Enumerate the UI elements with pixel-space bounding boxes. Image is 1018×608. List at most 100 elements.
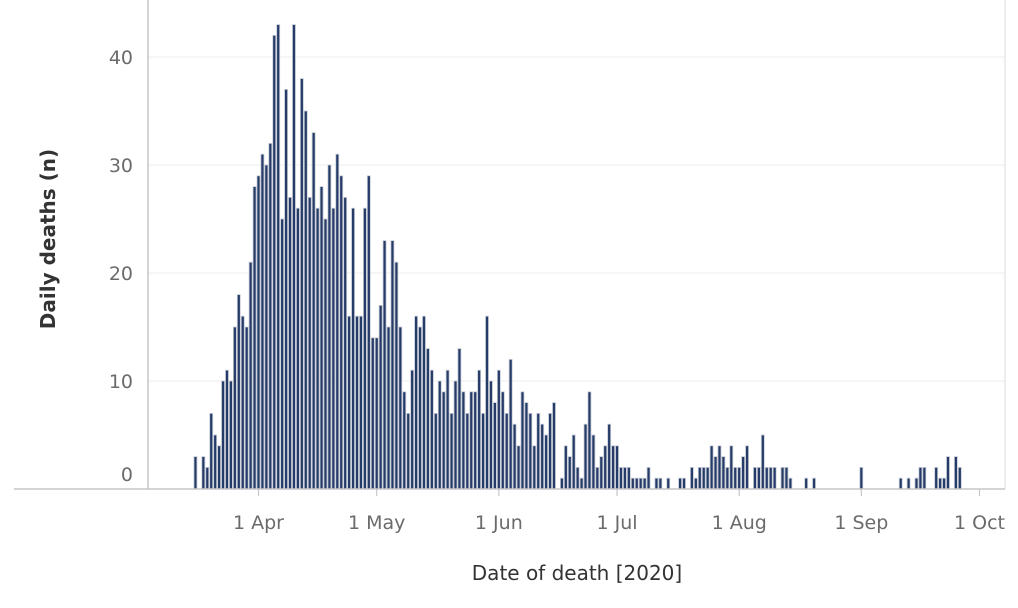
bar [540,423,545,490]
bar [552,402,556,490]
bar [433,412,438,490]
bar [737,466,742,490]
bar [626,466,631,490]
bar [394,261,399,490]
bar [355,315,359,490]
bar [299,78,304,490]
bar [445,369,450,490]
bar [906,477,911,490]
bar [812,477,816,490]
y-tick-label: 10 [109,371,133,393]
bar [946,456,950,490]
bar [485,315,489,490]
bar [292,24,296,490]
x-tick-label: 1 Oct [954,512,1005,534]
bar [492,402,497,490]
bar [284,89,288,490]
bar [544,434,549,490]
bar [697,466,702,490]
bar [426,348,430,490]
bar [264,164,269,490]
bar [295,207,300,490]
bar [280,218,285,490]
bar [528,412,533,490]
bar [256,175,261,490]
bar [682,477,686,490]
bar [957,466,962,490]
bar [693,477,698,490]
x-tick-labels: 1 Apr 1 May 1 Jun 1 Jul 1 Aug 1 Sep 1 Oct [233,489,1005,534]
x-tick-label: 1 Jul [597,512,638,534]
y-tick-label: 0 [121,464,133,486]
bar [914,477,919,490]
bar [252,186,257,490]
bar [638,477,643,490]
bar [406,412,411,490]
bar [461,391,466,490]
bar [729,445,734,490]
bar [768,466,773,490]
bar [370,337,375,490]
bar [678,477,682,490]
bar [386,326,391,490]
x-tick-label: 1 Apr [233,512,284,534]
bar [611,445,615,490]
bar [804,477,809,490]
bar [642,477,647,490]
bar [701,466,706,490]
bar [784,466,789,490]
bar [615,445,619,490]
bar [331,207,336,490]
bar [721,456,726,490]
bar [390,240,395,490]
bar [248,261,253,490]
bar [898,477,903,490]
bar [623,466,627,490]
bar [508,358,513,490]
bar [225,369,229,490]
x-axis-title: Date of death [2020] [472,561,682,585]
bar [359,315,363,490]
bar [473,391,478,490]
bar [378,304,383,490]
bar [725,466,730,490]
bar [741,456,746,490]
bar [520,391,525,490]
bar [780,466,785,490]
bar [449,412,454,490]
bar [410,369,415,490]
bar [603,445,608,490]
bar [599,456,604,490]
bar [347,315,352,490]
bar [335,153,340,490]
bar [382,240,387,490]
y-tick-label: 20 [109,263,133,285]
bar [193,456,198,490]
bar [587,391,592,490]
bar [563,445,568,490]
bar [788,477,793,490]
y-tick-label: 40 [109,47,133,69]
bar [229,380,233,490]
bar [307,196,312,490]
y-axis-title: Daily deaths (n) [36,149,60,329]
bar [942,477,946,490]
bar [398,326,403,490]
bar [240,315,245,490]
bar [938,477,943,490]
bar [311,132,316,490]
bar [571,434,576,490]
bar [717,445,722,490]
bar [859,466,864,490]
bar [437,380,442,490]
bar [201,456,206,490]
bar [362,207,367,490]
bar [343,196,348,490]
bar [753,466,757,490]
bar [532,445,537,490]
bar [489,380,493,490]
bar [457,348,462,490]
bar [934,466,939,490]
bar [465,412,470,490]
